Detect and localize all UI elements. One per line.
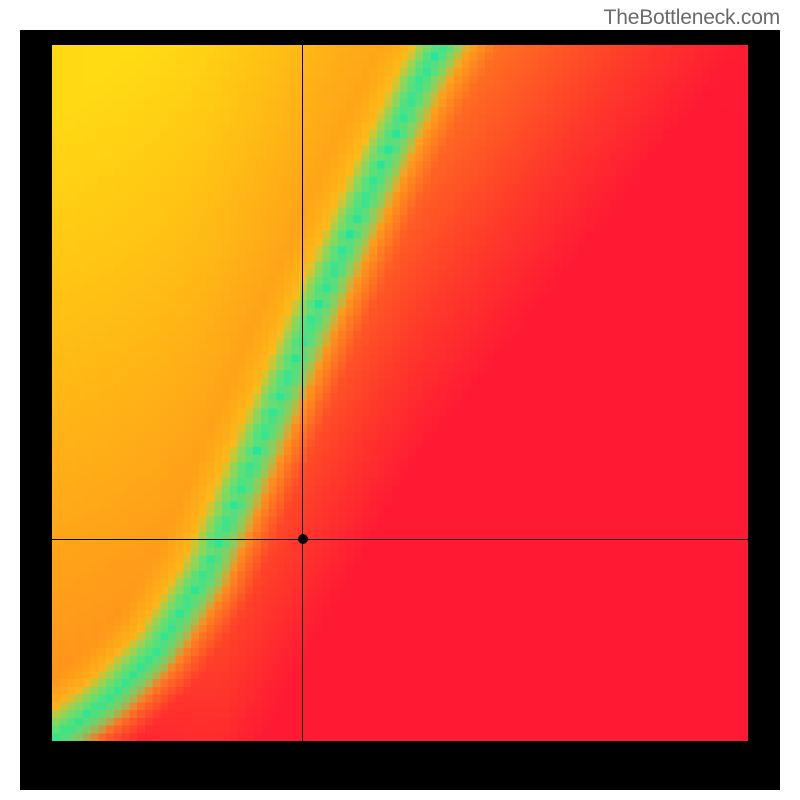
heatmap-canvas — [52, 45, 748, 741]
chart-frame — [20, 30, 780, 790]
chart-root: TheBottleneck.com — [0, 0, 800, 800]
watermark-text: TheBottleneck.com — [604, 6, 780, 30]
